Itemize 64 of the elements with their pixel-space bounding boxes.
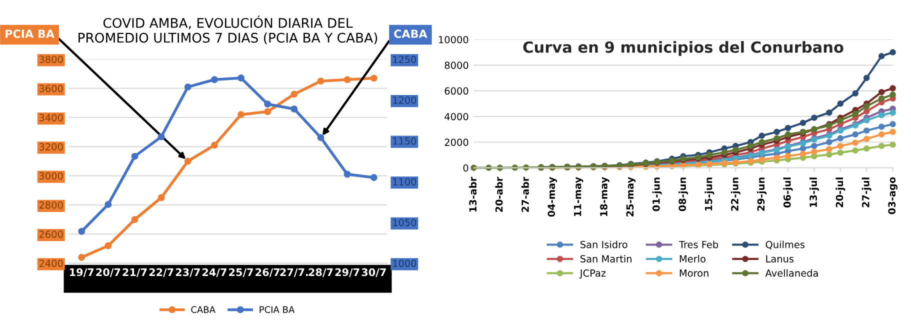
legend-label: San Isidro bbox=[580, 240, 628, 248]
x-tick-label: 27/7. bbox=[280, 268, 308, 277]
legend-label: Lanus bbox=[766, 255, 794, 262]
legend-label: CABA bbox=[191, 306, 216, 313]
x-tick-label: 04-may bbox=[548, 176, 557, 217]
y-tick-label: 3400 bbox=[39, 114, 63, 122]
x-tick-label: 25-may bbox=[626, 176, 636, 216]
x-tick-label: 13-jul bbox=[809, 178, 819, 207]
y2-tick-label: 1150 bbox=[393, 137, 416, 145]
x-tick-label: 03-ago bbox=[888, 177, 898, 214]
x-tick-label: 25/7 bbox=[229, 268, 253, 277]
y-tick-label: 2800 bbox=[39, 201, 63, 209]
x-tick-label: 19/7 bbox=[70, 268, 94, 277]
y2-tick-label: 1050 bbox=[393, 218, 416, 226]
chart-title: COVID AMBA, EVOLUCIÓN DIARIA DEL PROMEDIO ULTIMOS 7 DIAS (PCIA BA Y CABA) bbox=[78, 16, 378, 44]
x-tick-label: 01-jun bbox=[652, 178, 662, 212]
x-tick-label: 24/7 bbox=[202, 268, 226, 277]
y-tick-label: 2400 bbox=[39, 260, 63, 268]
legend-label: Tres Feb bbox=[678, 240, 718, 248]
legend-label: Quilmes bbox=[766, 240, 805, 250]
y-tick-label: 2000 bbox=[444, 138, 468, 146]
x-tick-label: 22-jun bbox=[730, 178, 740, 211]
legend-label: Moron bbox=[680, 270, 708, 277]
x-tick-label: 29-jun bbox=[757, 178, 767, 211]
y-tick-label: 3800 bbox=[39, 56, 63, 64]
x-tick-label: 28/7 bbox=[308, 268, 333, 277]
x-tick-label: 06-jul bbox=[783, 178, 793, 208]
y-tick-label: 3600 bbox=[39, 84, 63, 92]
y-tick-label: 10000 bbox=[439, 36, 468, 44]
y-tick-label: 8000 bbox=[444, 62, 468, 69]
x-tick-label: 21/7 bbox=[122, 268, 147, 277]
x-tick-label: 15-jun bbox=[704, 178, 714, 210]
x-tick-label: 20-jul bbox=[836, 178, 846, 208]
y-tick-label: 2600 bbox=[39, 230, 63, 238]
x-tick-label: 08-jun bbox=[678, 178, 688, 212]
y-tick-label: 0 bbox=[463, 164, 468, 172]
y-tick-label: 4000 bbox=[444, 112, 468, 120]
x-tick-label: 27-abr bbox=[521, 176, 529, 212]
y2-tick-label: 1250 bbox=[393, 56, 416, 64]
x-tick-label: 22/7 bbox=[149, 268, 174, 277]
annotation: CABA bbox=[394, 30, 428, 38]
x-tick-label: 30/7 bbox=[362, 268, 386, 277]
x-tick-label: 29/7 bbox=[335, 268, 360, 277]
y-tick-label: 3000 bbox=[39, 172, 63, 180]
legend-label: JCPaz bbox=[579, 269, 606, 279]
legend-label: PCIA BA bbox=[260, 306, 295, 313]
y-tick-label: 3200 bbox=[39, 143, 63, 150]
annotation: PCIA BA bbox=[6, 30, 54, 38]
legend-label: Merlo bbox=[680, 254, 706, 262]
x-tick-label: 26/7 bbox=[256, 268, 280, 277]
x-tick-label: 20/7 bbox=[96, 268, 120, 277]
x-tick-label: 13-abr bbox=[469, 176, 477, 212]
x-tick-label: 23/7 bbox=[176, 268, 200, 277]
chart-title: Curva en 9 municipios del Conurbano bbox=[523, 41, 844, 56]
y-tick-label: 6000 bbox=[444, 87, 468, 95]
y2-tick-label: 1000 bbox=[393, 260, 416, 268]
y2-tick-label: 1200 bbox=[393, 96, 416, 104]
x-tick-label: 11-may bbox=[574, 176, 584, 216]
y2-tick-label: 1100 bbox=[393, 178, 416, 186]
x-tick-label: 18-may bbox=[600, 176, 610, 216]
x-tick-label: 20-abr bbox=[495, 176, 503, 212]
legend-label: San Martin bbox=[580, 254, 632, 262]
legend-label: Avellaneda bbox=[765, 269, 818, 277]
x-tick-label: 27-jul bbox=[862, 178, 872, 208]
